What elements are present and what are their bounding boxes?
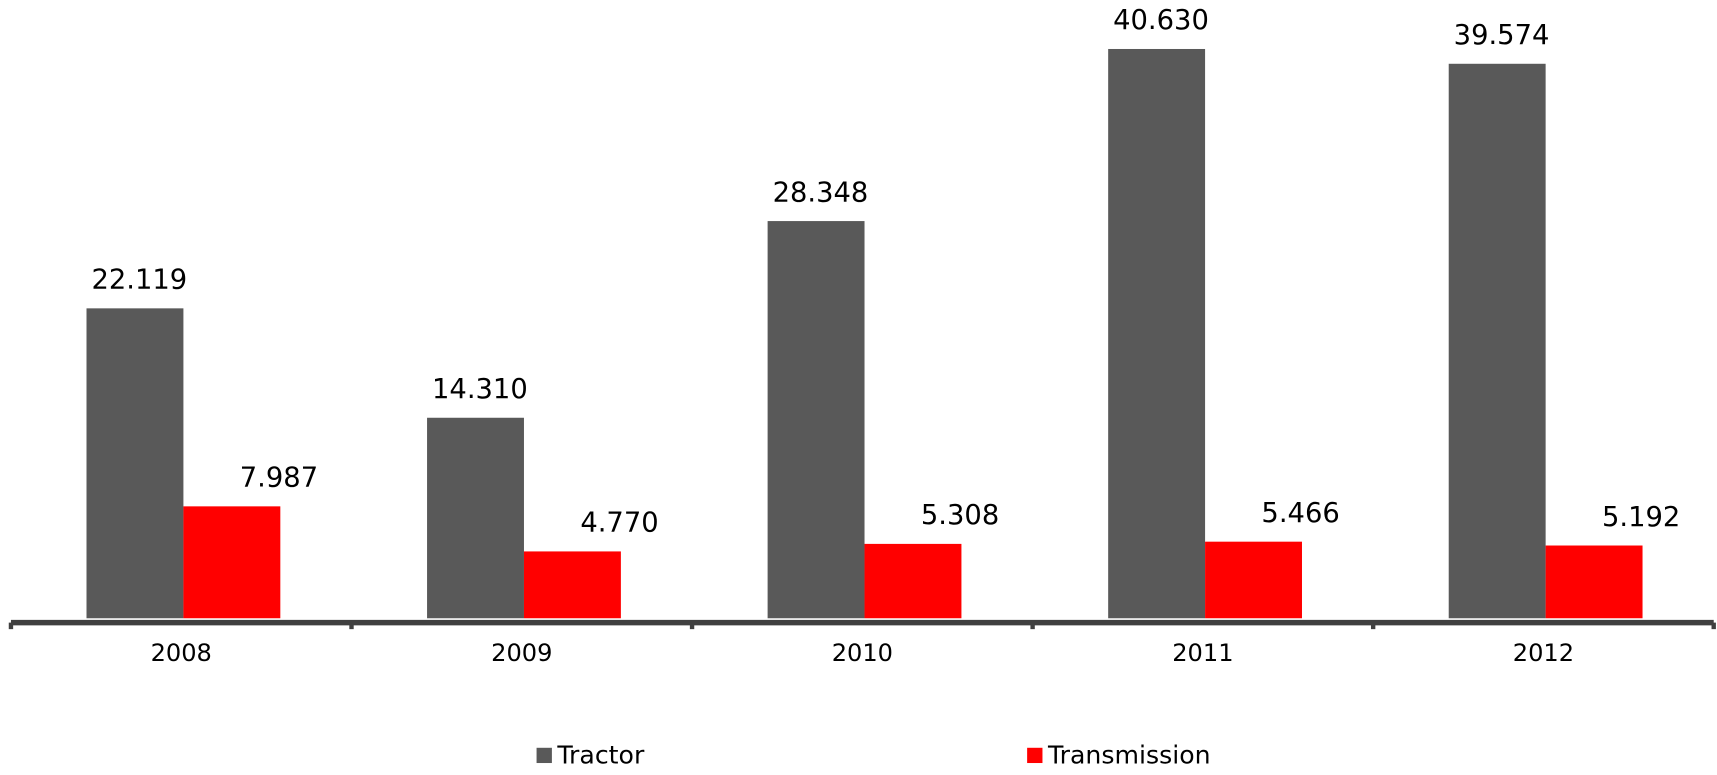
data-label: 4.770 bbox=[580, 508, 658, 539]
data-label: 28.348 bbox=[773, 177, 869, 208]
x-tick-label: 2010 bbox=[832, 639, 893, 667]
x-tick-label: 2011 bbox=[1172, 639, 1233, 667]
bar bbox=[86, 308, 184, 619]
bar bbox=[183, 506, 281, 619]
data-label: 14.310 bbox=[432, 374, 528, 405]
data-label: 7.987 bbox=[240, 463, 318, 494]
x-tick-label: 2009 bbox=[491, 639, 552, 667]
bar bbox=[1448, 63, 1546, 619]
bar bbox=[1205, 541, 1302, 619]
x-tick-label: 2012 bbox=[1513, 639, 1574, 667]
data-label: 39.574 bbox=[1454, 20, 1550, 51]
legend-label: Transmission bbox=[1047, 741, 1211, 770]
data-label: 40.630 bbox=[1113, 5, 1209, 36]
bar bbox=[767, 221, 865, 619]
x-tick-label: 2008 bbox=[151, 639, 212, 667]
data-label: 5.308 bbox=[921, 500, 999, 531]
bar bbox=[864, 543, 962, 619]
legend-swatch bbox=[536, 747, 552, 764]
data-label: 5.466 bbox=[1261, 498, 1339, 529]
bar bbox=[427, 417, 524, 619]
bar bbox=[1545, 545, 1643, 619]
legend-swatch bbox=[1027, 747, 1043, 764]
legend-label: Tractor bbox=[556, 741, 645, 770]
bar bbox=[1108, 48, 1206, 619]
data-label: 5.192 bbox=[1602, 502, 1680, 533]
bar bbox=[523, 551, 621, 619]
data-label: 22.119 bbox=[91, 265, 187, 296]
